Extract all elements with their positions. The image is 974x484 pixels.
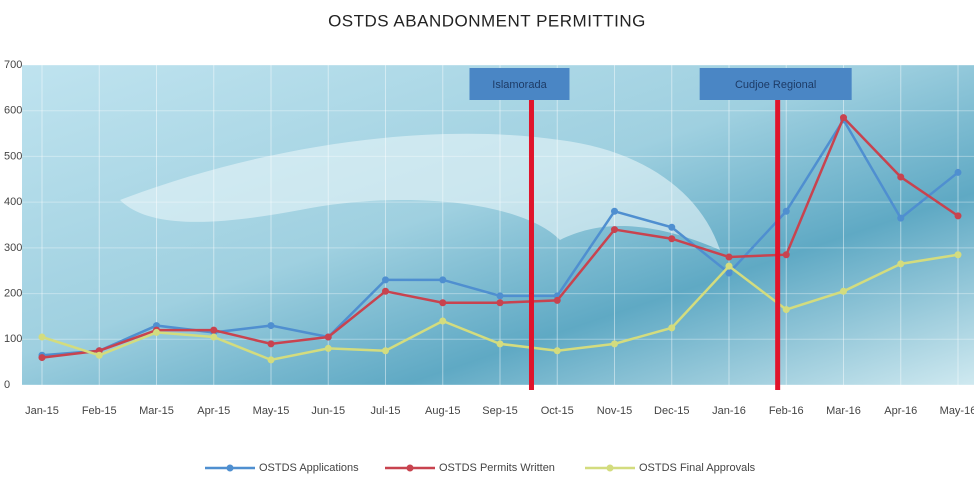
y-tick-label: 200 [4, 287, 22, 299]
x-tick-label: Mar-15 [139, 405, 174, 417]
data-point [210, 327, 217, 334]
x-tick-label: Sep-15 [482, 405, 517, 417]
data-point [153, 329, 160, 336]
data-point [840, 114, 847, 121]
data-point [268, 340, 275, 347]
y-tick-label: 0 [4, 379, 10, 391]
data-point [611, 208, 618, 215]
annotation-label: Islamorada [492, 79, 547, 91]
y-tick-label: 400 [4, 196, 22, 208]
plot-background [22, 65, 974, 385]
data-point [554, 347, 561, 354]
data-point [783, 306, 790, 313]
x-tick-label: Jun-15 [311, 405, 345, 417]
x-tick-label: Mar-16 [826, 405, 861, 417]
data-point [39, 354, 46, 361]
legend-label: OSTDS Final Approvals [639, 462, 756, 474]
data-point [783, 251, 790, 258]
data-point [897, 174, 904, 181]
data-point [382, 288, 389, 295]
data-point [840, 288, 847, 295]
data-point [96, 352, 103, 359]
chart-title: OSTDS ABANDONMENT PERMITTING [328, 11, 646, 30]
legend-marker [227, 465, 234, 472]
data-point [210, 334, 217, 341]
y-tick-label: 600 [4, 105, 22, 117]
x-tick-label: Dec-15 [654, 405, 689, 417]
y-tick-label: 100 [4, 333, 22, 345]
data-point [668, 224, 675, 231]
data-point [611, 226, 618, 233]
data-point [325, 345, 332, 352]
data-point [897, 260, 904, 267]
x-tick-label: Jan-16 [712, 405, 746, 417]
data-point [554, 297, 561, 304]
data-point [382, 276, 389, 283]
y-tick-label: 300 [4, 242, 22, 254]
data-point [39, 334, 46, 341]
data-point [726, 254, 733, 261]
x-tick-label: Nov-15 [597, 405, 632, 417]
x-tick-label: May-16 [940, 405, 974, 417]
annotation-label: Cudjoe Regional [735, 79, 816, 91]
legend-label: OSTDS Applications [259, 462, 359, 474]
legend-label: OSTDS Permits Written [439, 462, 555, 474]
data-point [783, 208, 790, 215]
x-tick-label: Jul-15 [371, 405, 401, 417]
x-tick-label: Apr-15 [197, 405, 230, 417]
data-point [668, 235, 675, 242]
data-point [382, 347, 389, 354]
x-tick-label: Feb-15 [82, 405, 117, 417]
y-tick-label: 500 [4, 150, 22, 162]
data-point [955, 169, 962, 176]
data-point [325, 334, 332, 341]
y-tick-label: 700 [4, 59, 22, 71]
data-point [439, 276, 446, 283]
x-tick-label: Apr-16 [884, 405, 917, 417]
data-point [955, 212, 962, 219]
legend-marker [607, 465, 614, 472]
data-point [268, 322, 275, 329]
chart: OSTDS ABANDONMENT PERMITTING 0 100 200 300 4… [0, 0, 974, 484]
data-point [497, 299, 504, 306]
data-point [897, 215, 904, 222]
data-point [611, 340, 618, 347]
legend-marker [407, 465, 414, 472]
x-tick-label: Jan-15 [25, 405, 59, 417]
x-tick-label: Feb-16 [769, 405, 804, 417]
data-point [497, 292, 504, 299]
data-point [268, 356, 275, 363]
x-tick-label: May-15 [253, 405, 290, 417]
x-tick-label: Oct-15 [541, 405, 574, 417]
data-point [497, 340, 504, 347]
data-point [439, 318, 446, 325]
data-point [439, 299, 446, 306]
data-point [955, 251, 962, 258]
data-point [668, 324, 675, 331]
x-tick-label: Aug-15 [425, 405, 460, 417]
data-point [726, 263, 733, 270]
